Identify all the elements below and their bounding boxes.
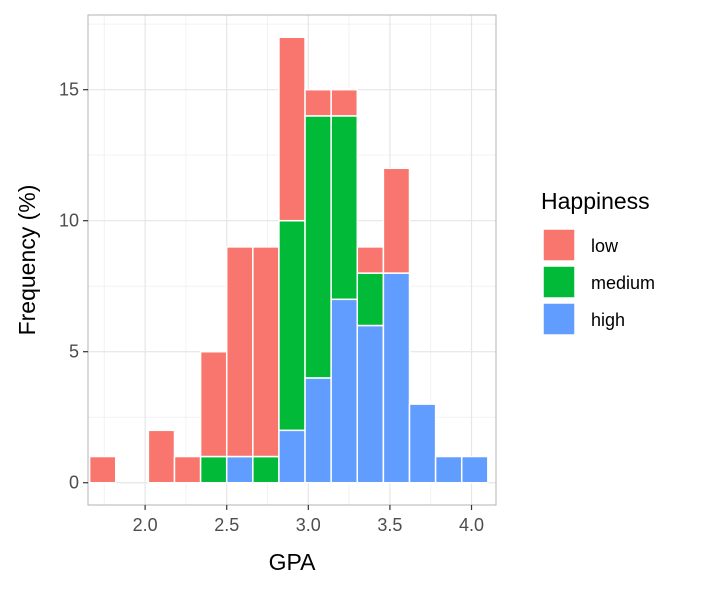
bar-low bbox=[147, 429, 176, 484]
bar-low bbox=[278, 36, 306, 222]
bar-high bbox=[304, 377, 332, 484]
bar-medium bbox=[199, 455, 228, 484]
bar-high bbox=[225, 455, 254, 484]
legend-key-medium bbox=[542, 265, 576, 299]
bar-low bbox=[330, 88, 359, 117]
x-tick-label: 4.0 bbox=[459, 515, 484, 535]
y-tick-label: 0 bbox=[69, 473, 79, 493]
y-tick-label: 15 bbox=[59, 80, 79, 100]
legend-title: Happiness bbox=[541, 188, 650, 214]
x-axis: 2.0 2.5 3.0 3.5 4.0 bbox=[133, 505, 484, 535]
bar-low bbox=[225, 246, 254, 458]
plot-panel-border bbox=[87, 14, 497, 506]
bar-low bbox=[88, 455, 117, 484]
bars bbox=[88, 36, 489, 484]
x-axis-title: GPA bbox=[269, 549, 317, 575]
legend-label-high: high bbox=[591, 310, 625, 330]
legend: Happiness low medium high bbox=[541, 188, 655, 336]
legend-key-low bbox=[542, 228, 576, 262]
bar-high bbox=[382, 272, 411, 484]
bar-low bbox=[173, 455, 202, 484]
bar-high bbox=[408, 403, 437, 484]
legend-label-medium: medium bbox=[591, 273, 655, 293]
legend-label-low: low bbox=[591, 236, 619, 256]
bar-low bbox=[356, 246, 385, 274]
bar-low bbox=[252, 246, 280, 458]
y-axis: 0 5 10 15 bbox=[59, 80, 88, 493]
bar-medium bbox=[252, 455, 280, 484]
bar-medium bbox=[278, 219, 306, 432]
x-tick-label: 3.0 bbox=[296, 515, 321, 535]
bar-high bbox=[460, 455, 489, 484]
y-axis-title: Frequency (%) bbox=[14, 185, 40, 336]
legend-key-high bbox=[542, 302, 576, 336]
bar-low bbox=[382, 167, 411, 274]
legend-items: low medium high bbox=[542, 228, 655, 336]
bar-medium bbox=[330, 115, 359, 301]
bar-high bbox=[278, 429, 306, 484]
bar-medium bbox=[304, 115, 332, 379]
x-tick-label: 3.5 bbox=[377, 515, 402, 535]
x-tick-label: 2.0 bbox=[133, 515, 158, 535]
bar-medium bbox=[356, 272, 385, 327]
x-tick-label: 2.5 bbox=[214, 515, 239, 535]
bar-high bbox=[330, 298, 359, 484]
y-tick-label: 10 bbox=[59, 211, 79, 231]
bar-high bbox=[356, 324, 385, 484]
y-tick-label: 5 bbox=[69, 342, 79, 362]
bar-low bbox=[199, 350, 228, 458]
bar-low bbox=[304, 88, 332, 117]
bar-high bbox=[434, 455, 463, 484]
